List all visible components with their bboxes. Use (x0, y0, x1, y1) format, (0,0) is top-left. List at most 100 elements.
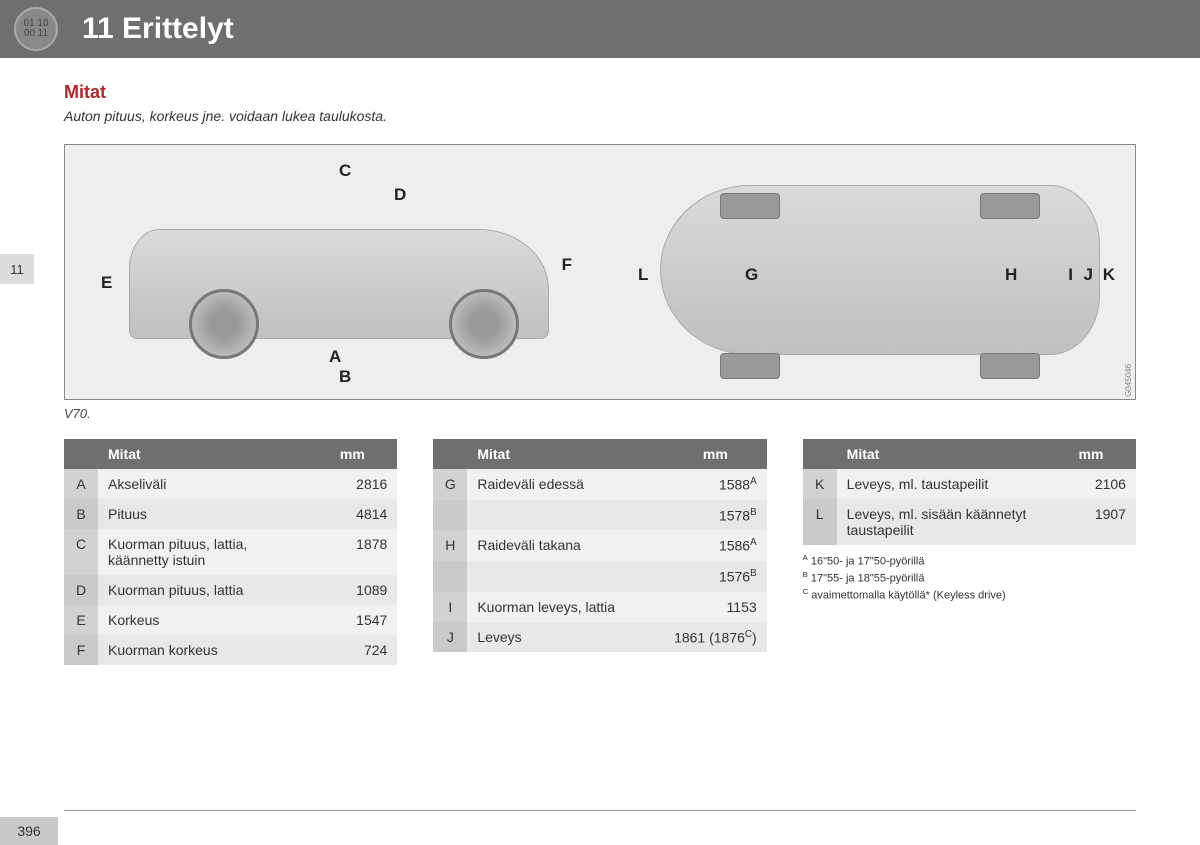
row-label: Akseliväli (98, 469, 307, 499)
row-value: 1907 (1046, 499, 1136, 545)
dim-label-g: G (745, 265, 758, 285)
tire-icon (720, 353, 780, 379)
dim-label-d: D (394, 185, 406, 205)
table-row: GRaideväli edessä1588A (433, 469, 766, 500)
row-value: 1586A (664, 530, 767, 561)
table-row: FKuorman korkeus724 (64, 635, 397, 665)
table-row: DKuorman pituus, lattia1089 (64, 575, 397, 605)
dim-label-b: B (339, 367, 351, 387)
row-label: Korkeus (98, 605, 307, 635)
section-title: Mitat (64, 82, 1136, 103)
section-description: Auton pituus, korkeus jne. voidaan lukea… (64, 107, 424, 126)
row-key: C (64, 529, 98, 575)
row-key: E (64, 605, 98, 635)
page-title: 11 Erittelyt (82, 12, 234, 46)
row-label: Kuorman leveys, lattia (467, 592, 664, 622)
diagram-code: G045046 (1124, 364, 1133, 397)
tire-icon (720, 193, 780, 219)
col-blank (433, 439, 467, 469)
table-row: LLeveys, ml. sisään käännetyt taustapeil… (803, 499, 1136, 545)
row-value: 1878 (307, 529, 397, 575)
row-value: 2106 (1046, 469, 1136, 499)
row-value: 1547 (307, 605, 397, 635)
row-label: Kuorman pituus, lattia (98, 575, 307, 605)
row-key: J (433, 622, 467, 653)
dim-label-l: L (638, 265, 648, 285)
binary-icon: 01 10 00 11 (14, 7, 58, 51)
model-caption: V70. (64, 406, 1136, 421)
row-value: 1588A (664, 469, 767, 500)
table-row: KLeveys, ml. taustapeilit2106 (803, 469, 1136, 499)
row-key (433, 500, 467, 531)
tire-icon (980, 193, 1040, 219)
dim-label-a: A (329, 347, 341, 367)
row-label: Pituus (98, 499, 307, 529)
footnote-c: C avaimettomalla käytöllä* (Keyless driv… (803, 587, 1136, 604)
dim-label-j: J (1084, 265, 1093, 285)
tire-icon (980, 353, 1040, 379)
row-key: H (433, 530, 467, 561)
row-value: 1153 (664, 592, 767, 622)
table-row: AAkseliväli2816 (64, 469, 397, 499)
dim-label-c: C (339, 161, 351, 181)
table-row: EKorkeus1547 (64, 605, 397, 635)
spec-table-2: Mitat mm GRaideväli edessä1588A1578BHRai… (433, 439, 766, 652)
col-label: Mitat (467, 439, 664, 469)
dim-label-k: K (1103, 265, 1115, 285)
col-label: Mitat (98, 439, 307, 469)
row-key: B (64, 499, 98, 529)
table-row: IKuorman leveys, lattia1153 (433, 592, 766, 622)
row-label: Raideväli edessä (467, 469, 664, 500)
dim-label-i: I (1068, 265, 1073, 285)
col-value: mm (1046, 439, 1136, 469)
row-label: Leveys (467, 622, 664, 653)
row-key: A (64, 469, 98, 499)
row-key: L (803, 499, 837, 545)
table-row: JLeveys1861 (1876C) (433, 622, 766, 653)
row-value: 724 (307, 635, 397, 665)
row-value: 4814 (307, 499, 397, 529)
footer-rule (64, 810, 1136, 811)
chapter-tab: 11 (0, 254, 34, 284)
icon-row-bottom: 00 11 (24, 29, 48, 39)
row-value: 2816 (307, 469, 397, 499)
car-side-view: C D E F A B (79, 155, 580, 389)
row-key (433, 561, 467, 592)
row-label: Kuorman korkeus (98, 635, 307, 665)
row-key: G (433, 469, 467, 500)
page-number: 396 (0, 817, 58, 845)
header-bar: 01 10 00 11 11 Erittelyt (0, 0, 1200, 58)
page-content: Mitat Auton pituus, korkeus jne. voidaan… (0, 58, 1200, 665)
row-label: Leveys, ml. sisään käännetyt taustapeili… (837, 499, 1046, 545)
table-row: 1578B (433, 500, 766, 531)
row-key: I (433, 592, 467, 622)
col-value: mm (307, 439, 397, 469)
table-row: CKuorman pituus, lattia, käännetty istui… (64, 529, 397, 575)
col-blank (803, 439, 837, 469)
row-key: F (64, 635, 98, 665)
dimensions-diagram: C D E F A B L G H I J K G045046 (64, 144, 1136, 400)
car-top-view: L G H I J K (620, 155, 1121, 389)
footnote-b: B 17"55- ja 18"55-pyörillä (803, 570, 1136, 587)
col-value: mm (664, 439, 767, 469)
footnotes: A 16"50- ja 17"50-pyörillä B 17"55- ja 1… (803, 553, 1136, 604)
row-label: Kuorman pituus, lattia, käännetty istuin (98, 529, 307, 575)
footnote-a: A 16"50- ja 17"50-pyörillä (803, 553, 1136, 570)
row-label (467, 561, 664, 592)
row-value: 1089 (307, 575, 397, 605)
row-value: 1576B (664, 561, 767, 592)
row-key: K (803, 469, 837, 499)
wheel-rear-icon (449, 289, 519, 359)
row-key: D (64, 575, 98, 605)
spec-table-col-3: Mitat mm KLeveys, ml. taustapeilit2106LL… (803, 439, 1136, 665)
col-blank (64, 439, 98, 469)
dim-label-e: E (101, 273, 112, 293)
table-row: 1576B (433, 561, 766, 592)
spec-table-1: Mitat mm AAkseliväli2816BPituus4814CKuor… (64, 439, 397, 665)
table-row: HRaideväli takana1586A (433, 530, 766, 561)
dim-label-h: H (1005, 265, 1017, 285)
row-label: Leveys, ml. taustapeilit (837, 469, 1046, 499)
tables-row: Mitat mm AAkseliväli2816BPituus4814CKuor… (64, 439, 1136, 665)
spec-table-col-1: Mitat mm AAkseliväli2816BPituus4814CKuor… (64, 439, 397, 665)
wheel-front-icon (189, 289, 259, 359)
